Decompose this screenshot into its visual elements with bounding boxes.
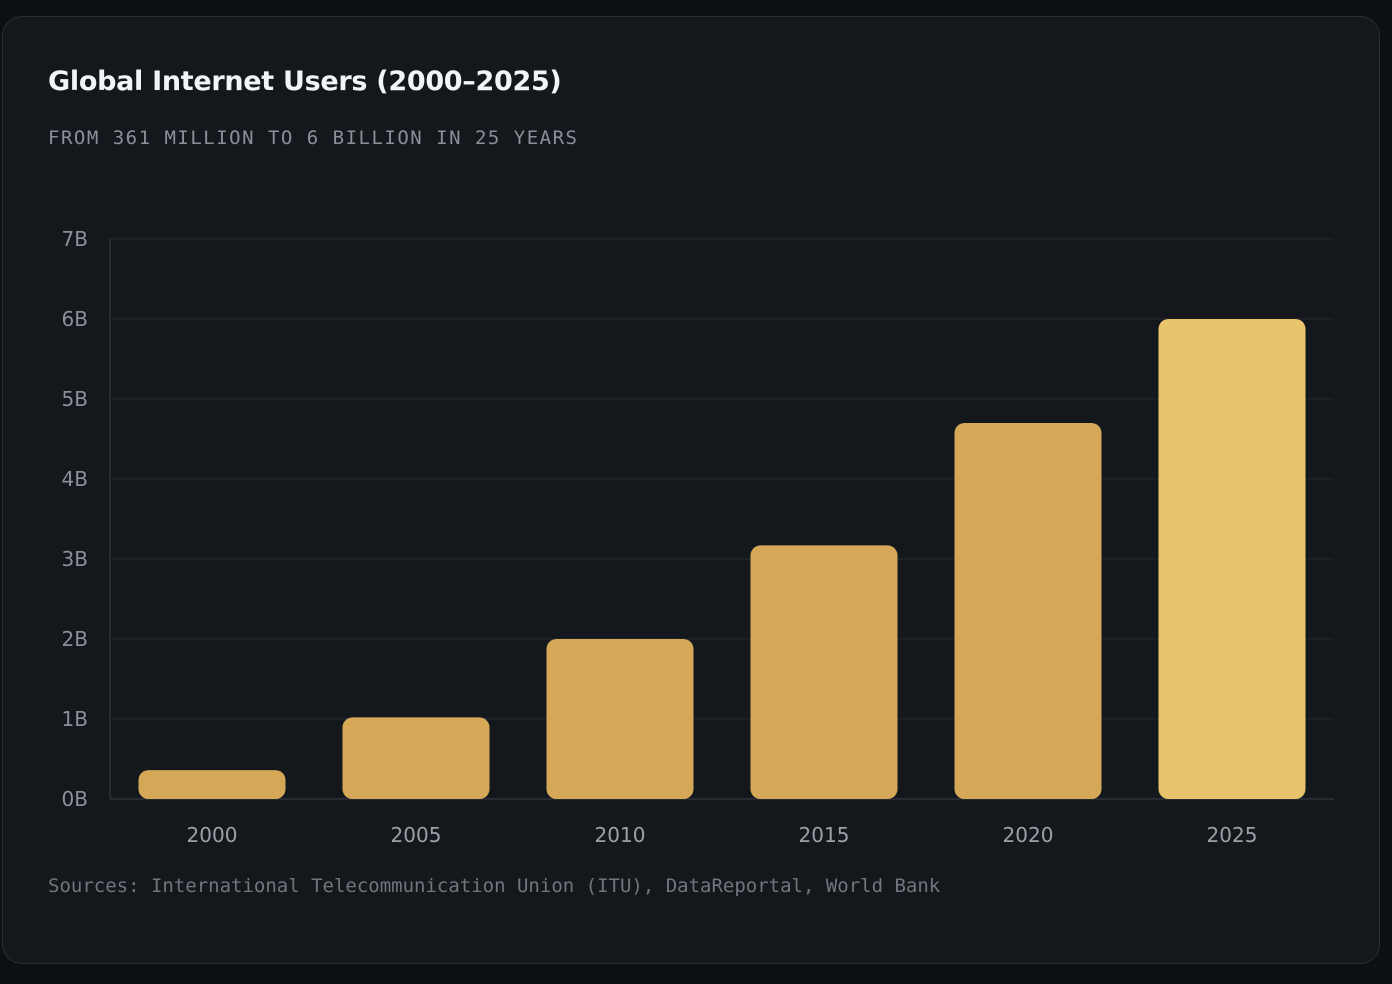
bar-2025 — [1158, 319, 1306, 799]
x-tick-label: 2000 — [187, 823, 238, 847]
bar-2015 — [750, 545, 898, 799]
x-tick-label: 2015 — [799, 823, 850, 847]
bar-2005 — [342, 717, 490, 799]
y-axis-ticks: 0B 1B 2B 3B 4B 5B 6B 7B — [62, 227, 88, 811]
y-tick-label: 7B — [62, 227, 88, 251]
y-tick-label: 5B — [62, 387, 88, 411]
x-tick-label: 2010 — [595, 823, 646, 847]
x-tick-label: 2025 — [1207, 823, 1258, 847]
x-axis-ticks: 2000 2005 2010 2015 2020 2025 — [187, 823, 1258, 847]
bar-2020 — [954, 423, 1102, 799]
y-tick-label: 6B — [62, 307, 88, 331]
y-tick-label: 2B — [62, 627, 88, 651]
chart-card — [2, 16, 1380, 964]
gridlines — [109, 238, 1334, 800]
y-tick-label: 4B — [62, 467, 88, 491]
bar-2010 — [546, 639, 694, 799]
y-tick-label: 3B — [62, 547, 88, 571]
y-tick-label: 1B — [62, 707, 88, 731]
sources-note: Sources: International Telecommunication… — [48, 875, 941, 897]
y-tick-label: 0B — [62, 787, 88, 811]
chart-title: Global Internet Users (2000–2025) — [48, 66, 562, 97]
x-tick-label: 2005 — [391, 823, 442, 847]
x-tick-label: 2020 — [1003, 823, 1054, 847]
bar-2000 — [138, 770, 286, 799]
chart-subtitle: FROM 361 MILLION TO 6 BILLION IN 25 YEAR… — [48, 127, 579, 149]
bars — [138, 319, 1306, 799]
